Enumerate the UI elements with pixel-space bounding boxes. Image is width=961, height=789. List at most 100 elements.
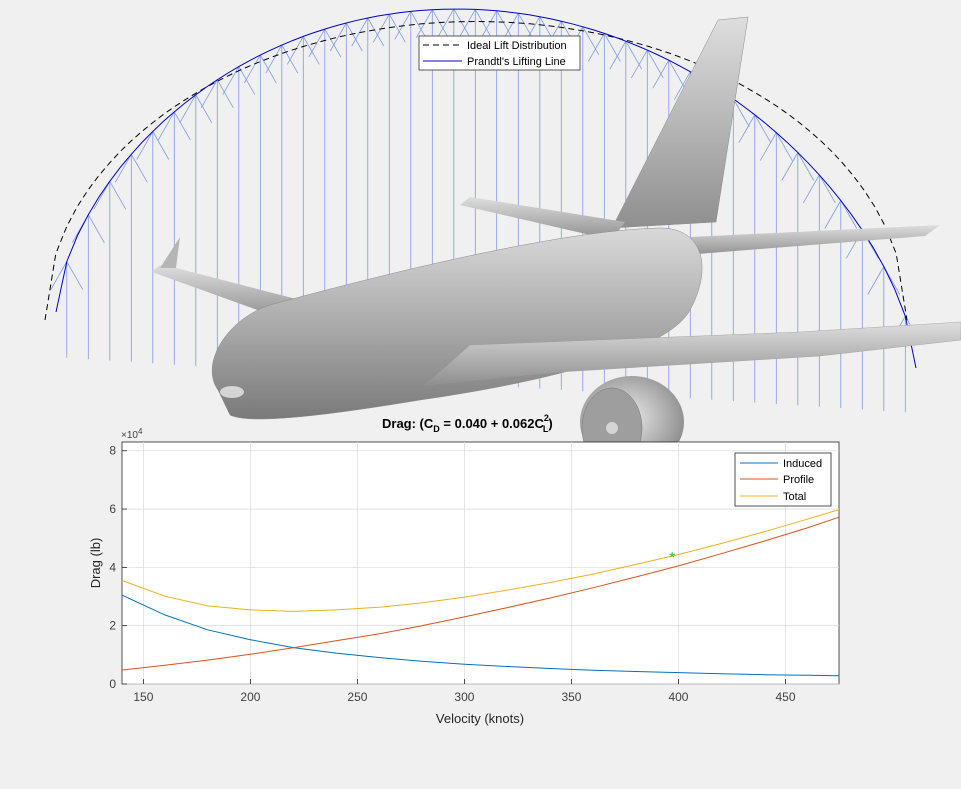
y-tick-label: 6: [109, 502, 116, 516]
lift-vector-arrowhead: [775, 132, 793, 161]
lift-vector-arrowhead: [200, 79, 218, 108]
lift-vector-arrowhead: [759, 132, 777, 161]
series-line-induced: [121, 594, 840, 677]
lift-vector-arrowhead: [329, 22, 347, 52]
lift-vector-arrowhead: [818, 174, 836, 204]
legend-label-ideal: Ideal Lift Distribution: [467, 40, 567, 52]
engine-spinner: [606, 422, 618, 434]
x-tick-label: 350: [561, 690, 581, 704]
lift-vector-arrowhead: [646, 49, 664, 79]
prandtl-lift-curve: [55, 8, 917, 369]
x-tick-label: 200: [240, 690, 260, 704]
lift-vector-arrowhead: [824, 200, 842, 229]
nose-highlight: [220, 386, 244, 398]
lift-vector-arrowhead: [216, 79, 234, 108]
legend-label-total: Total: [783, 491, 806, 503]
lift-vector-arrowhead: [625, 41, 643, 70]
x-tick-label: 400: [668, 690, 688, 704]
series-line-total: [121, 509, 840, 612]
lift-vector-arrowhead: [388, 14, 406, 43]
aircraft-model: [152, 16, 961, 469]
series-lines: [121, 509, 840, 677]
y-axis-label: Drag (lb): [88, 538, 103, 589]
drag-chart: 150 200 250 300 350 400 450 0 2 4 6 8 * Drag: (CD =…: [88, 413, 840, 726]
x-tick-label: 300: [454, 690, 474, 704]
lift-vector-arrowhead: [238, 66, 256, 95]
grid-lines: [122, 442, 839, 685]
lift-vector-arrowhead: [114, 154, 132, 183]
lift-vector-arrowhead: [668, 60, 686, 89]
lift-vector-arrowhead: [480, 10, 498, 39]
lift-vector-arrowhead: [609, 41, 627, 70]
lift-vector-arrowhead: [345, 22, 363, 52]
legend-label-induced: Induced: [783, 458, 822, 470]
lift-vector-arrowhead: [351, 17, 369, 47]
lift-vector-arrowhead: [738, 114, 756, 143]
lift-vector-arrowhead: [840, 200, 858, 229]
fuselage: [211, 227, 703, 420]
lift-vector-arrowhead: [66, 261, 84, 290]
lift-vector-arrowhead: [222, 66, 240, 95]
horizontal-stabilizer-left: [460, 197, 625, 240]
lift-vector-arrowhead: [673, 71, 691, 100]
chart-title: Drag: (CD = 0.040 + 0.062C2 L): [382, 413, 553, 434]
x-tick-label: 150: [133, 690, 153, 704]
lift-vector-arrowhead: [324, 28, 342, 58]
lift-vector-arrowhead: [652, 60, 670, 89]
lift-legend-box: [418, 35, 581, 71]
lift-vector-arrowhead: [474, 9, 492, 38]
y-exponent-label: ×104: [121, 427, 143, 441]
vertical-stabilizer: [611, 16, 749, 229]
lift-vector-arrowhead: [195, 94, 213, 123]
lift-vector-arrowhead: [286, 36, 304, 65]
y-tick-label: 4: [109, 560, 116, 574]
lift-vector-arrowhead: [281, 44, 299, 74]
far-wing: [152, 265, 300, 320]
lift-vector-arrowhead: [603, 33, 621, 62]
lift-vector-arrowhead: [87, 214, 105, 243]
operating-point-marker: *: [669, 550, 675, 567]
series-line-profile: [121, 516, 840, 671]
lift-vector-arrowhead: [867, 266, 885, 295]
x-tick-label: 450: [775, 690, 795, 704]
lift-vector-arrowhead: [367, 17, 385, 47]
lift-vector-arrowhead: [802, 174, 820, 204]
lift-vector-arrowhead: [50, 261, 68, 290]
y-tick-label: 0: [109, 677, 116, 691]
lift-vector-arrowhead: [136, 131, 154, 160]
lift-vector-arrowhead: [179, 94, 197, 123]
lift-vector-arrowhead: [781, 152, 799, 181]
marker-star: *: [669, 550, 675, 567]
lift-vector-arrowhead: [587, 33, 605, 62]
lift-vector-arrowhead: [458, 9, 476, 38]
near-wing: [424, 321, 961, 386]
lift-vector-arrowhead: [732, 98, 750, 127]
y-tick-label: 2: [109, 619, 116, 633]
lift-vector-arrowhead: [243, 54, 261, 84]
legend-label-profile: Profile: [783, 474, 814, 486]
lift-vector-arrowhead: [630, 49, 648, 79]
lift-vector-arrowhead: [308, 28, 326, 58]
lift-vector-arrowhead: [797, 152, 815, 181]
lift-vector-arrowhead: [410, 11, 428, 40]
lift-vector-arrowhead: [173, 111, 191, 141]
lift-vector-arrowhead: [152, 131, 170, 160]
lift-vector-arrowhead: [302, 36, 320, 65]
drag-legend: Induced Profile Total: [734, 452, 832, 507]
x-tick-label: 250: [347, 690, 367, 704]
lift-vector-arrowhead: [437, 8, 455, 38]
lift-vector-arrowhead: [109, 181, 127, 210]
lift-vector-arrowhead: [453, 8, 471, 38]
lift-legend: Ideal Lift Distribution Prandtl's Liftin…: [418, 35, 581, 71]
lift-vector-arrowhead: [431, 9, 449, 38]
x-axis-label: Velocity (knots): [436, 711, 524, 726]
axis-ticks: 150 200 250 300 350 400 450 0 2 4 6 8: [109, 444, 796, 704]
y-tick-label: 8: [109, 444, 116, 458]
lift-vector-arrowhead: [265, 44, 283, 74]
legend-label-prandtl: Prandtl's Lifting Line: [467, 56, 566, 68]
lift-vector-arrowhead: [157, 111, 175, 141]
lift-vector-arrowhead: [582, 26, 600, 55]
plot-area: [121, 441, 840, 685]
lift-vector-arrowhead: [754, 114, 772, 143]
